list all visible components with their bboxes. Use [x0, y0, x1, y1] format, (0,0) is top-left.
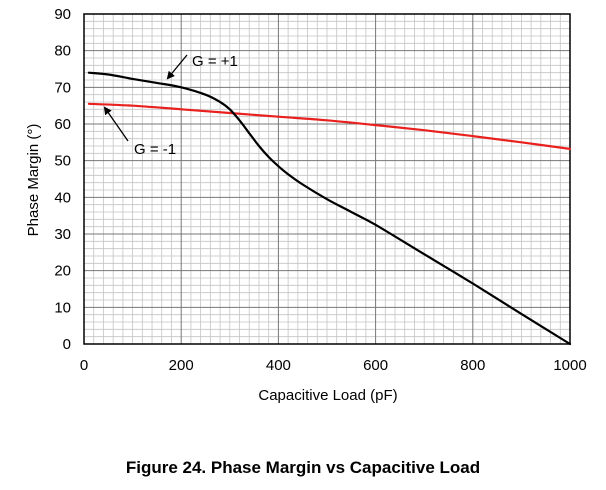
x-tick-labels: 0 200 400 600 800 1000 — [80, 357, 587, 374]
x-tick-label: 400 — [266, 357, 291, 374]
y-tick-label: 80 — [54, 43, 71, 60]
annotation-g-minus-1: G = -1 — [134, 141, 176, 158]
y-tick-labels: 0 10 20 30 40 50 60 70 80 90 — [54, 6, 71, 353]
annotation-arrow — [103, 106, 129, 142]
x-tick-label: 600 — [363, 357, 388, 374]
x-tick-label: 1000 — [553, 357, 586, 374]
x-tick-label: 0 — [80, 357, 88, 374]
y-tick-label: 30 — [54, 226, 71, 243]
y-axis-title: Phase Margin (°) — [25, 124, 42, 237]
y-tick-label: 70 — [54, 79, 71, 96]
y-tick-label: 60 — [54, 116, 71, 133]
series-line-g-plus-1 — [87, 71, 572, 346]
figure-caption: Figure 24. Phase Margin vs Capacitive Lo… — [125, 458, 481, 477]
y-tick-label: 10 — [54, 299, 71, 316]
y-tick-label: 90 — [54, 6, 71, 23]
series-lines — [87, 71, 572, 346]
plot-area-frame — [83, 13, 571, 345]
annotation-arrow — [166, 54, 188, 80]
phase-margin-chart: 0 10 20 30 40 50 60 70 80 90 0 200 400 600 800 1000 G … — [25, 6, 587, 404]
y-tick-label: 50 — [54, 153, 71, 170]
y-tick-label: 40 — [54, 189, 71, 206]
x-tick-label: 200 — [169, 357, 194, 374]
minor-gridlines — [84, 14, 570, 344]
annotation-g-plus-1: G = +1 — [192, 53, 238, 70]
y-tick-label: 20 — [54, 263, 71, 280]
y-tick-label: 0 — [63, 336, 71, 353]
series-line-g-minus-1 — [87, 102, 572, 150]
series-annotations: G = +1 G = -1 — [103, 53, 238, 158]
x-tick-label: 800 — [460, 357, 485, 374]
major-gridlines — [84, 14, 570, 344]
x-axis-title: Capacitive Load (pF) — [258, 387, 397, 404]
